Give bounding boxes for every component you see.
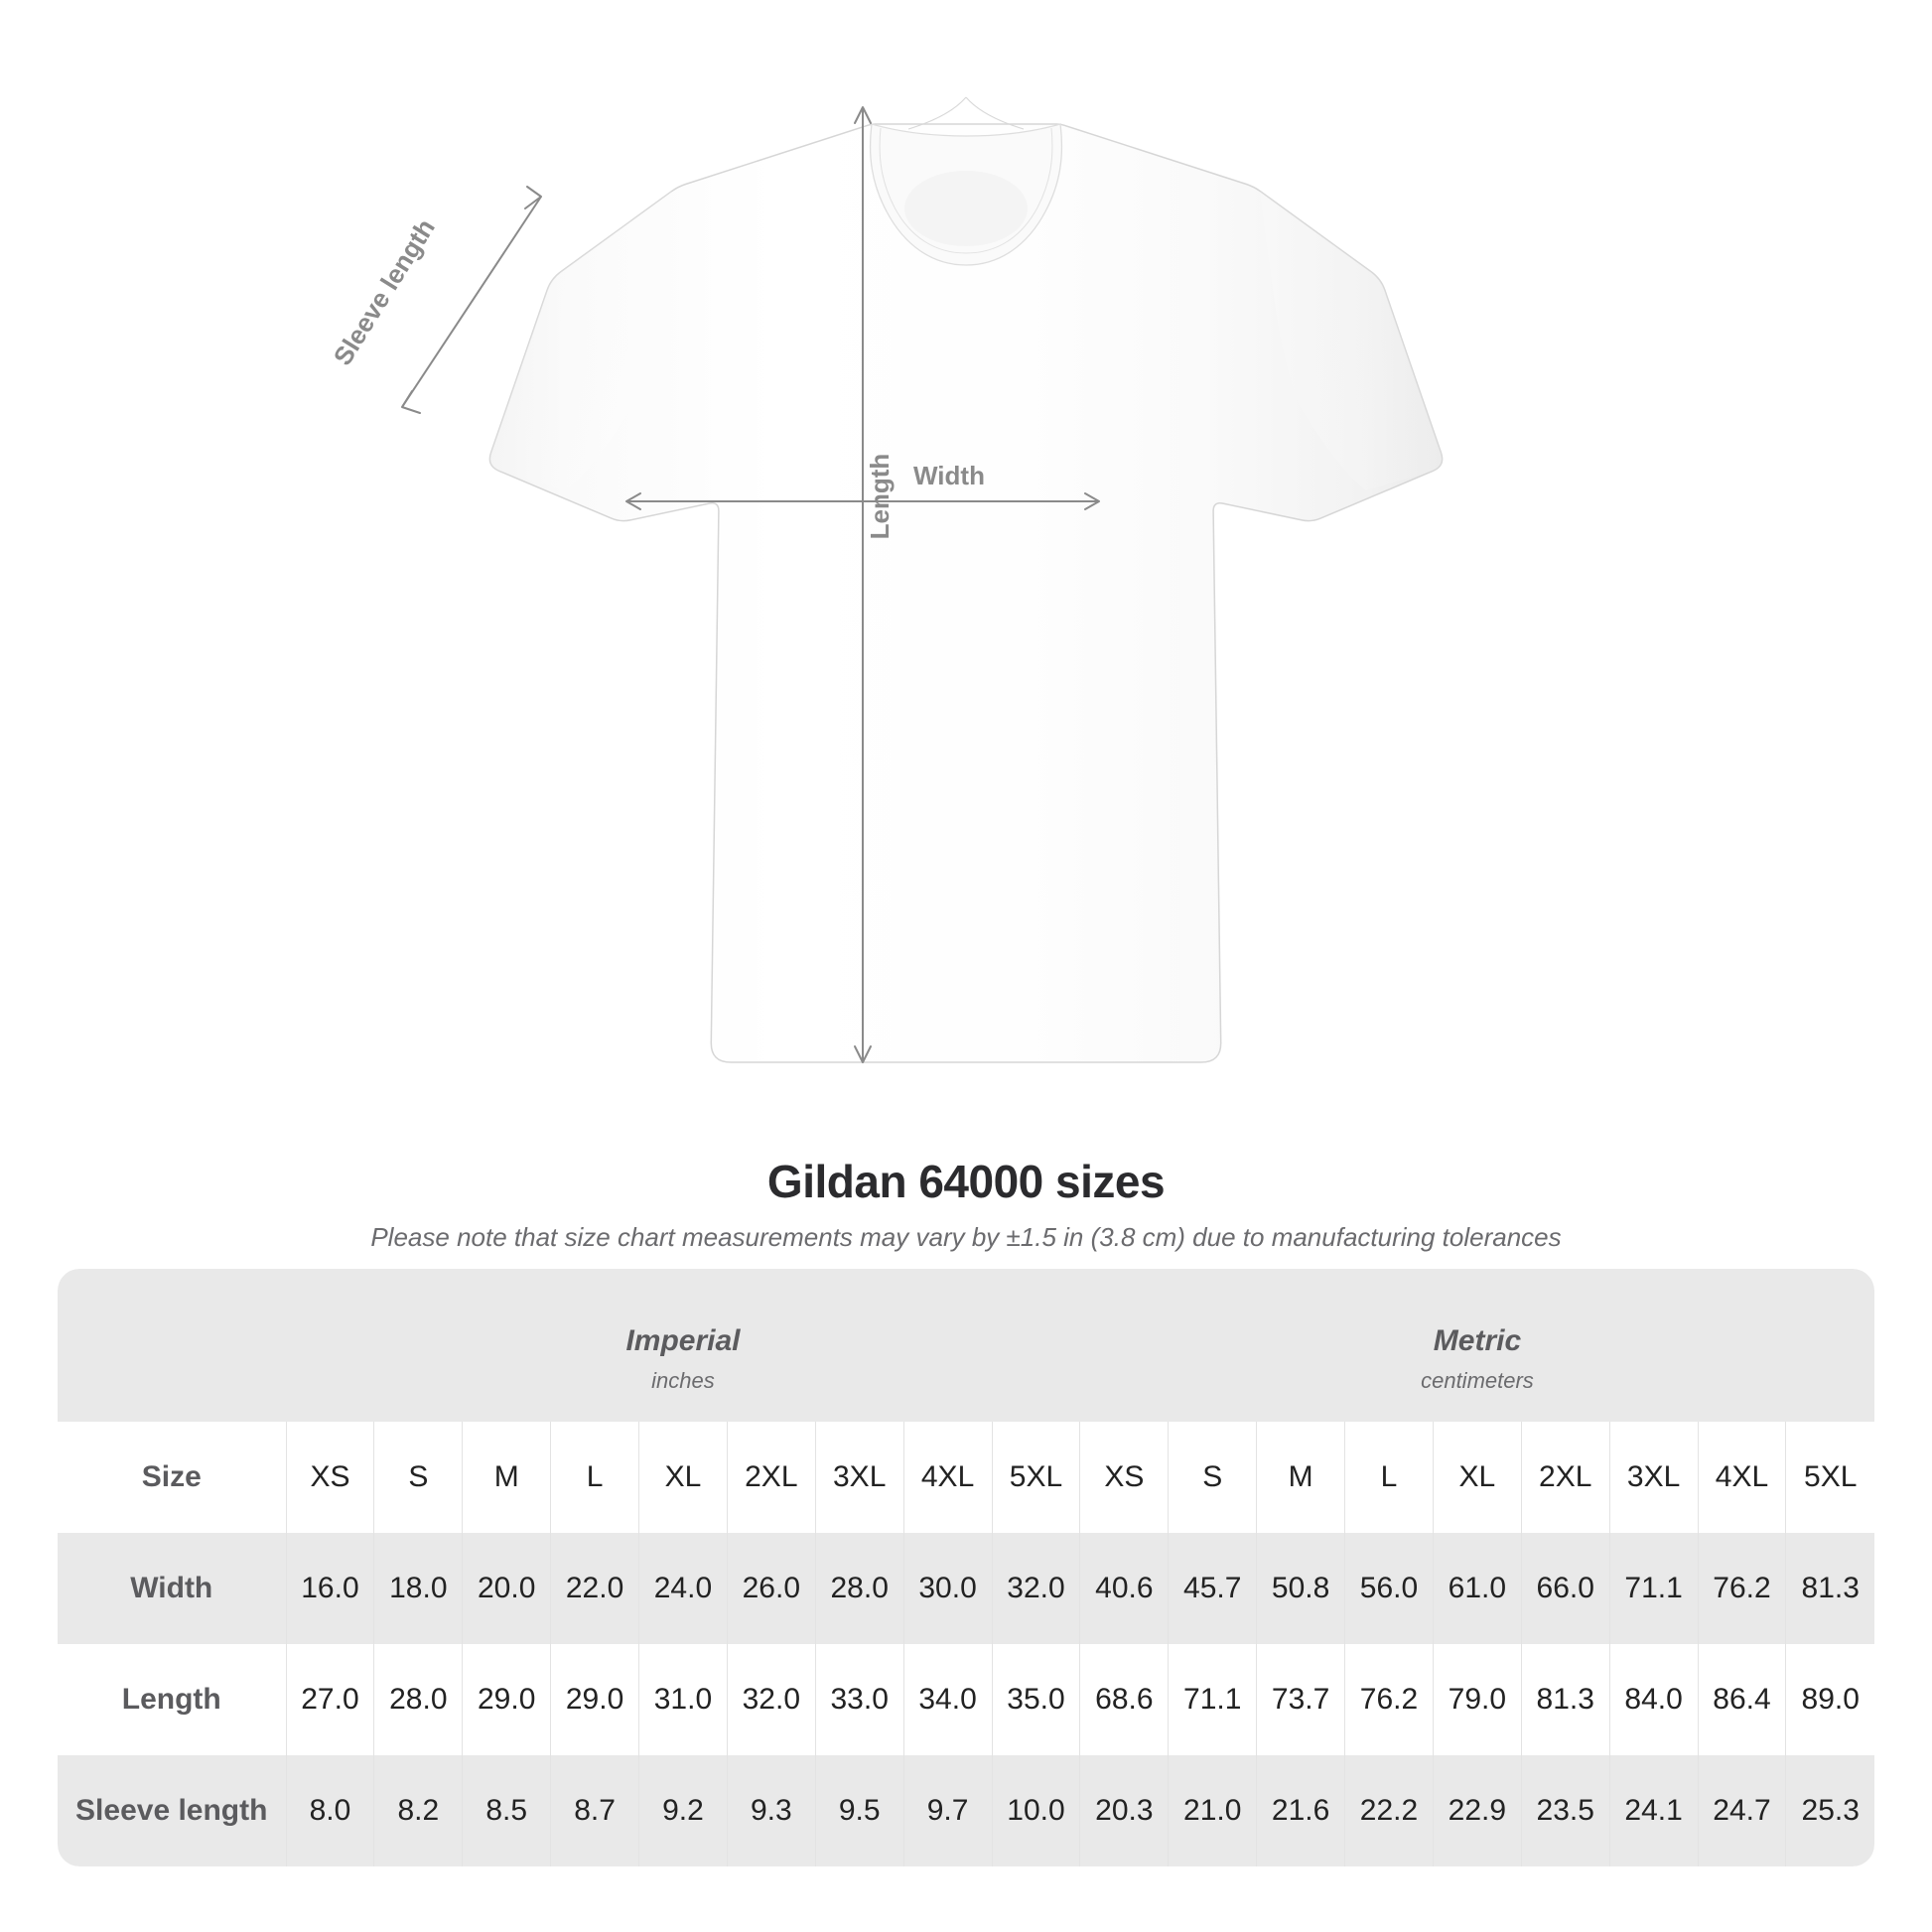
svg-text:Sleeve length: Sleeve length [328, 213, 441, 370]
svg-text:Width: Width [913, 461, 985, 490]
svg-text:Length: Length [865, 454, 895, 540]
